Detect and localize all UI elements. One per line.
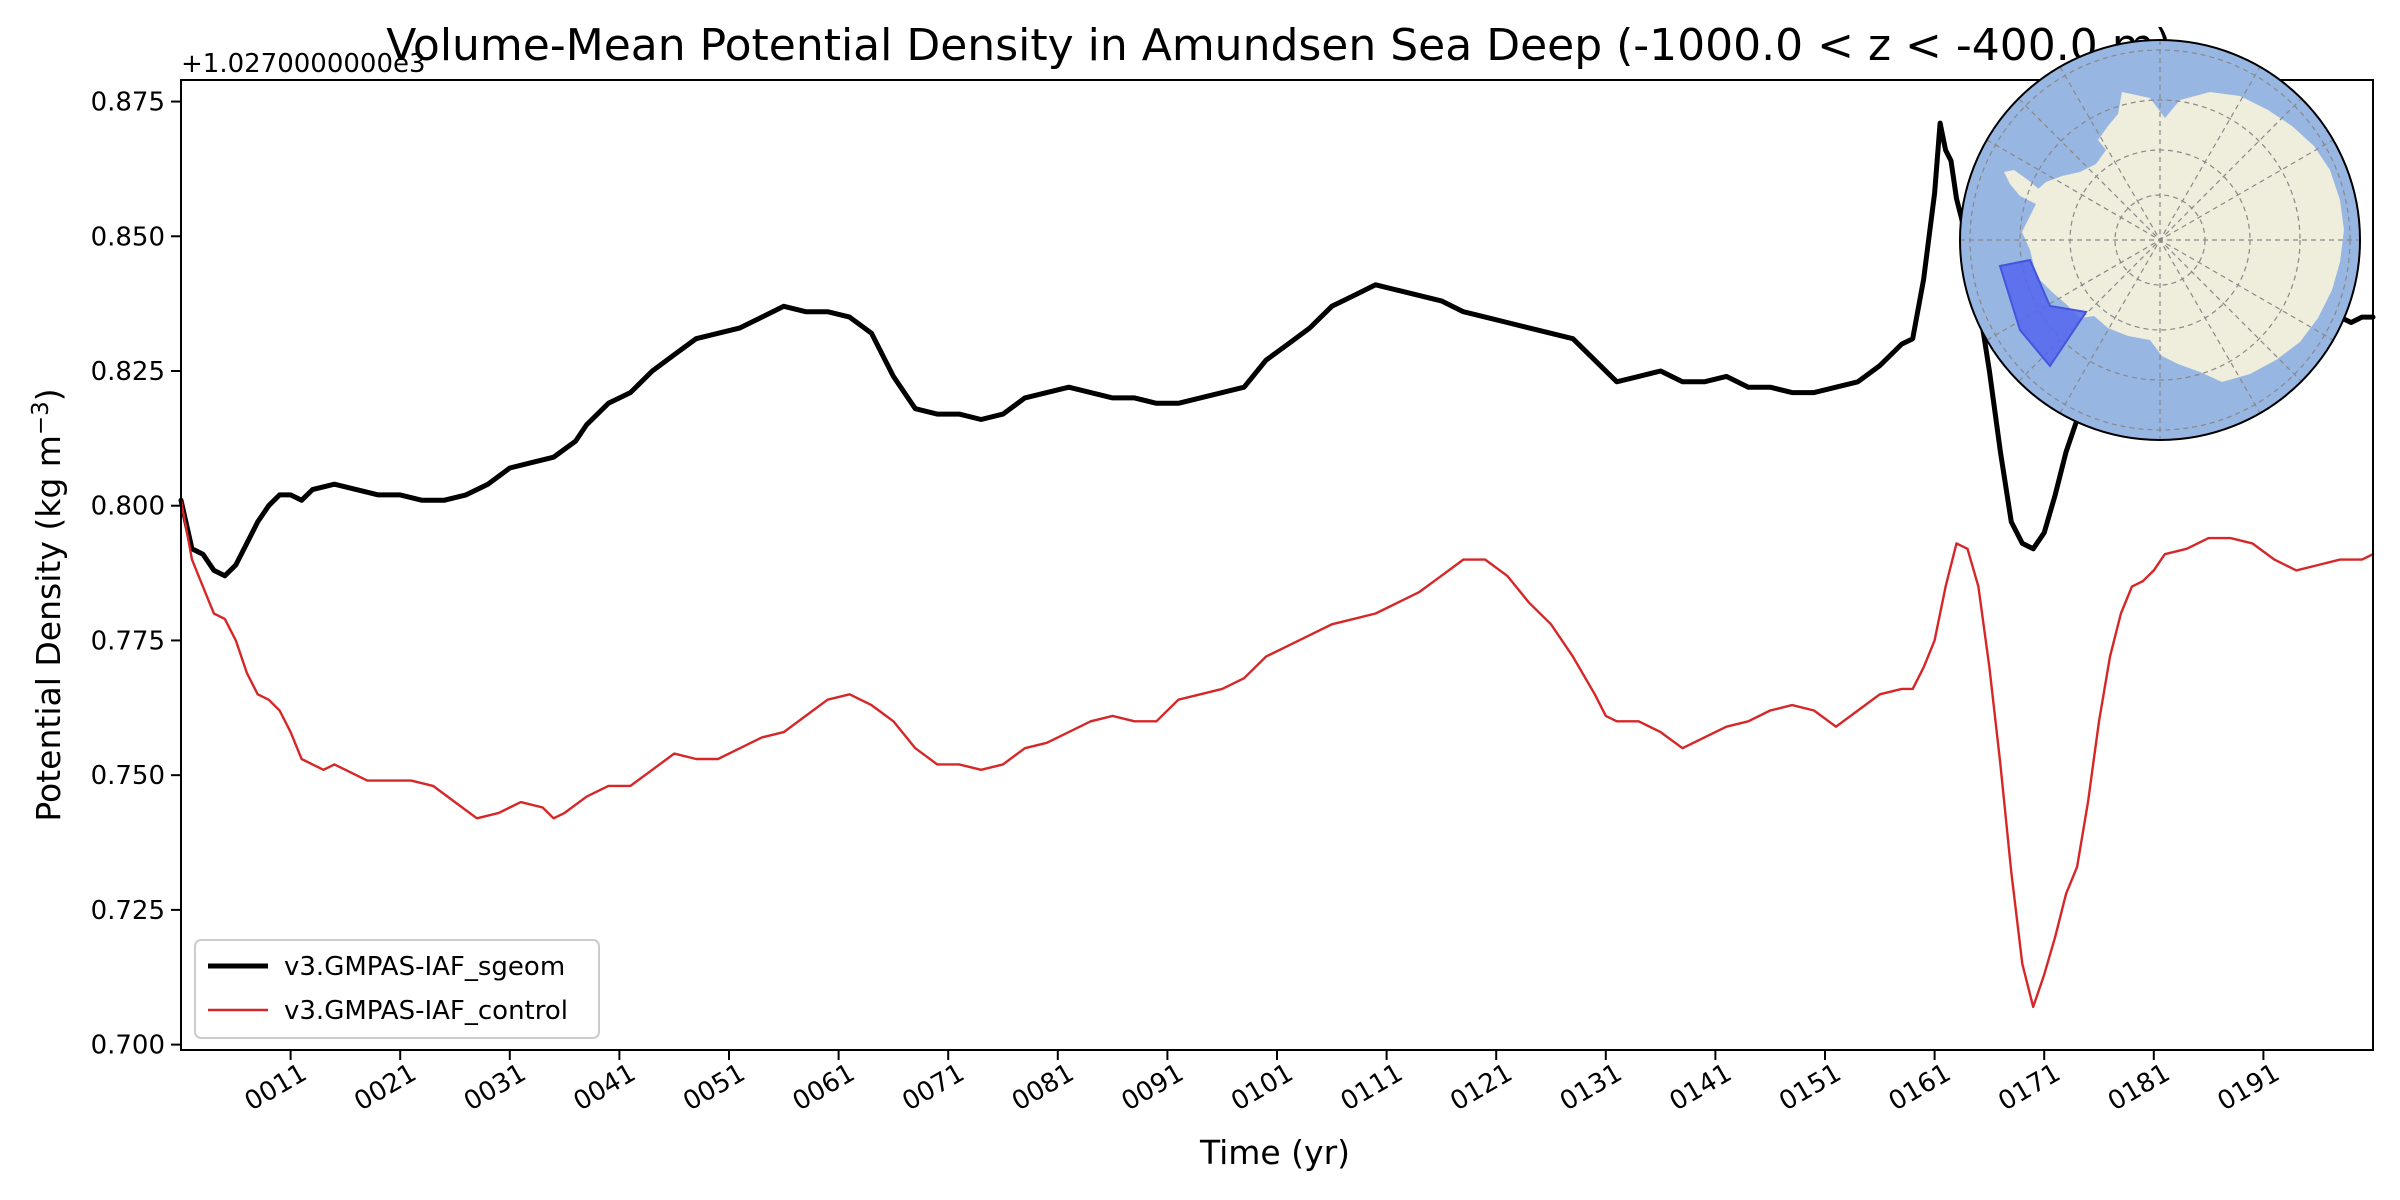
x-tick-label: 0101 — [1226, 1058, 1298, 1117]
series-line-v3-gmpas-iaf-control — [179, 499, 2375, 1009]
legend-label: v3.GMPAS-IAF_sgeom — [284, 952, 565, 982]
y-tick-label: 0.825 — [91, 357, 165, 387]
x-tick-label: 0051 — [678, 1058, 750, 1117]
x-tick-label: 0121 — [1445, 1058, 1517, 1117]
y-tick-label: 0.750 — [91, 761, 165, 791]
x-tick-label: 0061 — [788, 1058, 860, 1117]
x-tick-label: 0151 — [1774, 1058, 1846, 1117]
x-axis: 0011 0021 0031 0041 0051 0061 0071 0081 0091 0101… — [240, 1050, 2285, 1117]
x-tick-label: 0131 — [1555, 1058, 1627, 1117]
graticule — [1961, 41, 2359, 439]
x-tick-label: 0071 — [897, 1058, 969, 1117]
x-tick-label: 0191 — [2213, 1058, 2285, 1117]
x-tick-label: 0031 — [459, 1058, 531, 1117]
antarctica-landmass — [2022, 92, 2344, 382]
legend-label: v3.GMPAS-IAF_control — [284, 996, 568, 1026]
inset-map — [1959, 39, 2361, 441]
x-tick-label: 0171 — [1993, 1058, 2065, 1117]
x-tick-label: 0161 — [1884, 1058, 1956, 1117]
x-tick-label: 0041 — [569, 1058, 641, 1117]
x-tick-label: 0011 — [240, 1058, 312, 1117]
series-line-v3-gmpas-iaf-sgeom-2 — [2337, 314, 2376, 325]
amundsen-sea-highlight — [1998, 258, 2088, 368]
x-tick-label: 0141 — [1665, 1058, 1737, 1117]
x-tick-label: 0081 — [1007, 1058, 1079, 1117]
x-tick-label: 0111 — [1336, 1058, 1408, 1117]
legend-box — [194, 939, 600, 1039]
x-axis-label: Time (yr) — [1199, 1133, 1350, 1172]
y-tick-label: 0.850 — [91, 222, 165, 252]
y-offset-label: +1.0270000000e3 — [181, 49, 426, 79]
y-tick-label: 0.875 — [91, 88, 165, 118]
legend: v3.GMPAS-IAF_sgeom v3.GMPAS-IAF_control — [194, 939, 600, 1039]
y-tick-label: 0.800 — [91, 492, 165, 522]
y-axis: 0.700 0.725 0.750 0.775 0.800 0.825 0.850 0.875 — [91, 88, 181, 1061]
x-tick-label: 0091 — [1117, 1058, 1189, 1117]
y-tick-label: 0.700 — [91, 1031, 165, 1061]
y-tick-label: 0.775 — [91, 626, 165, 656]
antarctica-map-icon — [1961, 41, 2359, 439]
series-line-v3-gmpas-iaf-sgeom — [178, 120, 2080, 579]
y-axis-label-suffix: ) — [29, 388, 68, 401]
chart-title: Volume-Mean Potential Density in Amundse… — [386, 20, 2172, 71]
y-axis-label-text: Potential Density (kg m — [29, 435, 68, 822]
y-tick-label: 0.725 — [91, 896, 165, 926]
x-tick-label: 0181 — [2103, 1058, 2175, 1117]
y-axis-label: Potential Density (kg m−3) — [28, 388, 68, 821]
y-axis-label-exponent: −3 — [28, 401, 54, 435]
antarctic-peninsula — [2004, 170, 2040, 204]
x-tick-label: 0021 — [349, 1058, 421, 1117]
